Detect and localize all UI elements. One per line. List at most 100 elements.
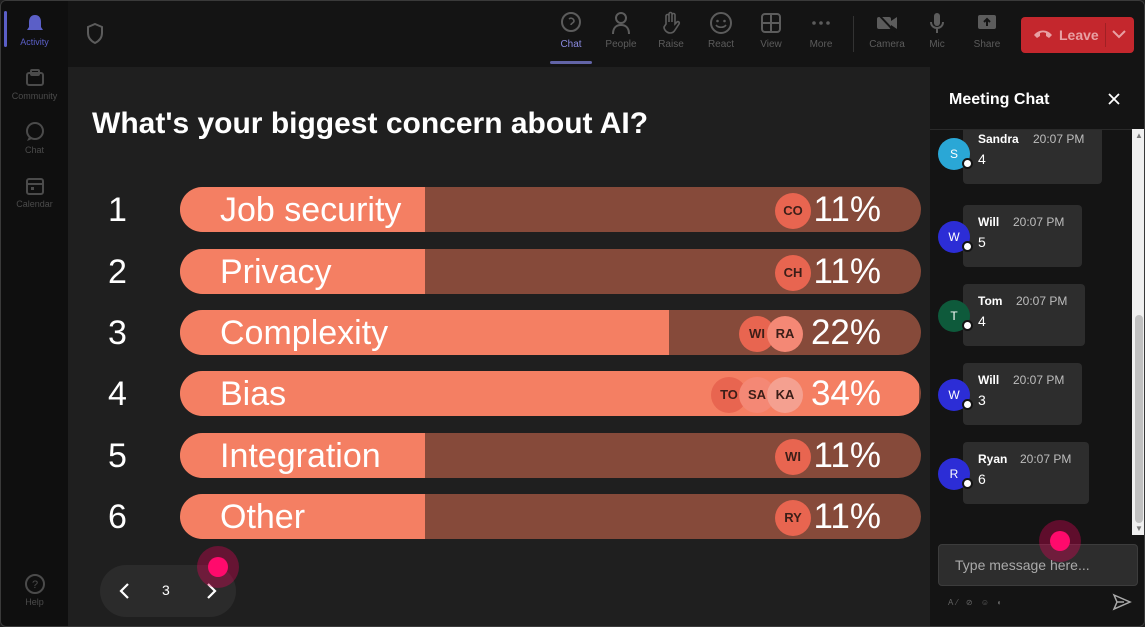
scrollbar-thumb[interactable]: [1135, 315, 1143, 523]
rail-label-community: Community: [11, 91, 58, 101]
poll-page-number: 3: [162, 582, 170, 598]
help-icon: ?: [24, 574, 45, 594]
chat-scrollbar[interactable]: ▲ ▼: [1132, 129, 1144, 535]
toolbar-chat-button[interactable]: Chat: [549, 11, 593, 50]
rail-item-activity[interactable]: Activity: [1, 13, 68, 47]
chat-message-text: 6: [978, 471, 986, 487]
poll-option-bar: Complexity WI RA 22%: [180, 310, 921, 355]
toolbar-chat-label: Chat: [560, 39, 582, 50]
chat-avatar: T: [938, 300, 973, 332]
toolbar-camera-button[interactable]: Camera: [865, 11, 909, 50]
toolbar-share-label: Share: [973, 39, 1001, 50]
chevron-down-icon[interactable]: [1112, 29, 1126, 39]
chat-message-text: 4: [978, 151, 986, 167]
chat-timestamp: 20:07 PM: [1013, 215, 1065, 229]
chat-bubble: Will 20:07 PM 3: [963, 363, 1082, 425]
chat-title: Meeting Chat: [949, 91, 1050, 108]
chat-message-input[interactable]: Type message here...: [938, 544, 1138, 586]
rail-item-help[interactable]: ? Help: [1, 573, 68, 607]
chat-bubble-icon: [561, 12, 581, 32]
chat-sender-name: Will: [978, 215, 1000, 229]
poll-option-number: 6: [108, 498, 127, 536]
scroll-down-arrow[interactable]: ▼: [1135, 524, 1143, 533]
poll-option-percent: 11%: [813, 252, 881, 291]
rail-label-activity: Activity: [20, 37, 49, 47]
chat-avatar: W: [938, 221, 973, 253]
chat-sender-name: Tom: [978, 294, 1003, 308]
poll-option-fill: [180, 371, 919, 416]
scroll-up-arrow[interactable]: ▲: [1135, 131, 1143, 140]
mic-icon: [930, 13, 944, 33]
leave-button[interactable]: Leave: [1021, 17, 1134, 53]
chat-message-text: 3: [978, 392, 986, 408]
format-toolbar-icons[interactable]: A⁄ ⊘ ☺ ◐: [948, 598, 1006, 607]
share-icon: [978, 15, 996, 29]
chat-message-text: 4: [978, 313, 986, 329]
raise-hand-icon: [663, 11, 681, 34]
rail-label-calendar: Calendar: [16, 199, 53, 209]
poll-results-panel: What's your biggest concern about AI? 1 J…: [68, 67, 930, 626]
poll-option-label: Privacy: [220, 253, 332, 291]
chat-tab-underline: [550, 61, 592, 64]
poll-question: What's your biggest concern about AI?: [92, 107, 649, 140]
chat-icon: [25, 122, 44, 141]
grid-icon: [761, 13, 781, 33]
toolbar-raise-label: Raise: [658, 39, 684, 50]
poll-option-row: 6 Other RY 11%: [68, 494, 930, 540]
rail-label-help: Help: [25, 597, 44, 607]
poll-option-number: 4: [108, 375, 127, 413]
chat-avatar: R: [938, 458, 973, 490]
send-icon[interactable]: [1112, 593, 1132, 611]
rail-item-calendar[interactable]: Calendar: [1, 175, 68, 209]
chat-timestamp: 20:07 PM: [1016, 294, 1068, 308]
chat-timestamp: 20:07 PM: [1033, 132, 1085, 146]
presence-status-dot: [962, 399, 973, 410]
poll-option-label: Complexity: [220, 314, 389, 352]
toolbar-people-button[interactable]: People: [599, 11, 643, 50]
chat-bubble: Will 20:07 PM 5: [963, 205, 1082, 267]
chat-avatar: S: [938, 138, 973, 170]
voter-avatar: CH: [775, 255, 811, 291]
poll-option-row: 1 Job security CO 11%: [68, 187, 930, 233]
chevron-right-icon[interactable]: [204, 581, 218, 601]
toolbar-more-button[interactable]: More: [799, 11, 843, 50]
bell-icon: [26, 15, 43, 30]
toolbar-view-button[interactable]: View: [749, 11, 793, 50]
chat-sender-name: Will: [978, 373, 1000, 387]
poll-option-fill: [180, 249, 425, 294]
close-icon[interactable]: [1106, 91, 1122, 107]
poll-option-bar: Bias TO SA KA 34%: [180, 371, 921, 416]
meeting-toolbar: Chat People Raise React View More Camera: [68, 1, 1144, 67]
chat-message-list[interactable]: Sandra 20:07 PM 4 S Will 20:07 PM 5 W Tom 20:07 P…: [930, 129, 1132, 535]
smiley-icon: [710, 12, 732, 34]
poll-option-bar: Integration WI 11%: [180, 433, 921, 478]
chat-avatar-initial: S: [949, 147, 958, 161]
rail-item-community[interactable]: Community: [1, 67, 68, 101]
voter-avatar: RA: [767, 316, 803, 352]
poll-option-label: Integration: [220, 437, 381, 475]
community-icon: [25, 69, 44, 86]
toolbar-react-button[interactable]: React: [699, 11, 743, 50]
poll-option-row: 2 Privacy CH 11%: [68, 249, 930, 295]
pointer-highlight: [197, 546, 239, 588]
presence-status-dot: [962, 158, 973, 169]
leave-divider: [1105, 23, 1106, 47]
chat-sender-name: Sandra: [978, 132, 1019, 146]
camera-off-icon: [877, 13, 897, 33]
toolbar-mic-button[interactable]: Mic: [915, 11, 959, 50]
leave-label: Leave: [1059, 27, 1099, 43]
more-icon: [812, 21, 830, 25]
chevron-left-icon[interactable]: [118, 581, 132, 601]
poll-option-number: 2: [108, 253, 127, 291]
toolbar-share-button[interactable]: Share: [965, 11, 1009, 50]
chat-avatar-initial: W: [948, 230, 960, 244]
presence-status-dot: [962, 320, 973, 331]
chat-message-text: 5: [978, 234, 986, 250]
poll-option-number: 3: [108, 314, 127, 352]
toolbar-people-label: People: [605, 39, 637, 50]
poll-option-bar: Privacy CH 11%: [180, 249, 921, 294]
poll-option-bar: Other RY 11%: [180, 494, 921, 539]
rail-item-chat[interactable]: Chat: [1, 121, 68, 155]
toolbar-raise-button[interactable]: Raise: [649, 11, 693, 50]
poll-option-bar: Job security CO 11%: [180, 187, 921, 232]
